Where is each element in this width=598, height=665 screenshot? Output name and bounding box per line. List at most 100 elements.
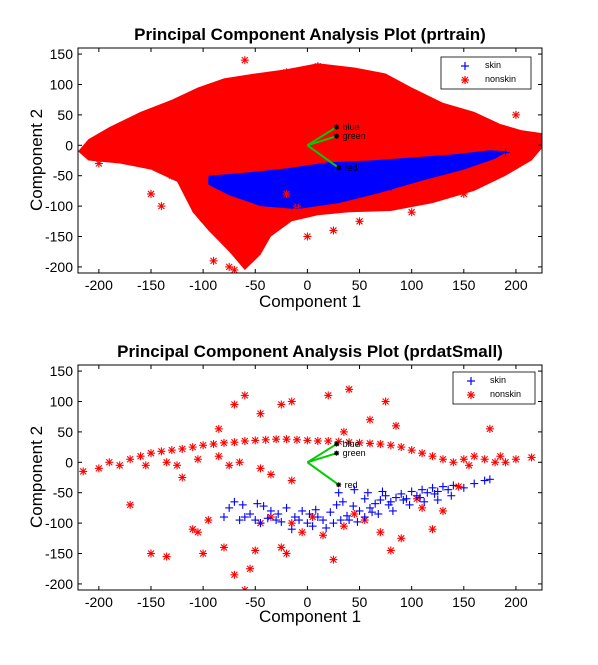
- nonskin-point: [329, 226, 338, 235]
- nonskin-point: [496, 452, 505, 461]
- skin-point: [470, 479, 479, 488]
- y-ticks: 150 100 50 0 -50 -100 -150 -200: [45, 46, 542, 275]
- skin-point: [329, 519, 338, 528]
- annotation-marker: [334, 441, 340, 447]
- skin-point: [355, 506, 364, 515]
- annotation-marker: [334, 450, 340, 456]
- nonskin-point: [204, 516, 213, 525]
- x-tick-label: 150: [452, 277, 476, 293]
- skin-point: [470, 156, 479, 165]
- legend: skin nonskin: [452, 371, 536, 405]
- nonskin-point: [193, 528, 202, 537]
- skin-point: [261, 196, 270, 205]
- nonskin-point: [240, 586, 249, 590]
- skin-point: [428, 483, 437, 492]
- nonskin-point: [115, 461, 124, 470]
- component-vector: [306, 144, 340, 169]
- nonskin-point: [397, 443, 406, 452]
- nonskin-point: [376, 440, 385, 449]
- x-ticks: -200 -150 -100 -50 0 50 100 150 200: [85, 48, 528, 293]
- skin-point: [418, 171, 427, 180]
- nonskin-point: [272, 435, 281, 444]
- skin-point: [251, 179, 260, 187]
- nonskin-point: [438, 455, 447, 464]
- x-tick-label: -50: [245, 594, 265, 610]
- nonskin-point: [392, 421, 401, 430]
- y-tick-label: 0: [65, 137, 73, 153]
- nonskin-point: [219, 438, 228, 447]
- nonskin-point: [355, 438, 364, 447]
- y-axis-label: Component 2: [27, 426, 46, 528]
- nonskin-point: [376, 528, 385, 537]
- skin-point: [246, 509, 255, 518]
- plot-prtrain: Principal Component Analysis Plot (prtra…: [27, 25, 543, 311]
- skin-point: [388, 506, 397, 515]
- skin-point: [355, 186, 364, 195]
- x-tick-label: -50: [245, 277, 265, 293]
- skin-point: [332, 500, 341, 509]
- nonskin-point: [225, 262, 234, 271]
- x-axis-label: Component 1: [259, 292, 361, 311]
- nonskin-point: [491, 123, 500, 132]
- nonskin-point: [214, 452, 223, 461]
- nonskin-point: [230, 570, 239, 579]
- nonskin-point: [94, 159, 103, 168]
- nonskin-point: [418, 503, 427, 512]
- legend-skin-marker: [461, 62, 469, 70]
- x-tick-label: -150: [137, 594, 165, 610]
- skin-point: [371, 499, 380, 508]
- nonskin-point: [199, 104, 208, 113]
- skin-point: [303, 189, 312, 198]
- nonskin-point: [397, 534, 406, 543]
- skin-point: [459, 153, 468, 162]
- plot-title: Principal Component Analysis Plot (prdat…: [117, 342, 503, 361]
- nonskin-point: [230, 438, 239, 447]
- annotation-label: green: [343, 131, 366, 141]
- component-vector: [307, 452, 337, 464]
- nonskin-point: [459, 189, 468, 198]
- nonskin-point: [386, 546, 395, 555]
- nonskin-point: [313, 62, 322, 71]
- nonskin-point: [511, 147, 520, 156]
- plot-frame: [77, 47, 543, 274]
- nonskin-point: [209, 256, 218, 265]
- nonskin-point: [167, 446, 176, 455]
- y-tick-label: -50: [53, 485, 73, 501]
- skin-point: [219, 513, 228, 522]
- skin-point: [272, 186, 281, 195]
- x-tick-label: 100: [400, 277, 424, 293]
- legend: skin nonskin: [440, 56, 532, 90]
- skin-point: [386, 182, 395, 191]
- nonskin-point: [324, 391, 333, 400]
- nonskin-point: [381, 397, 390, 406]
- y-tick-label: 0: [65, 454, 73, 470]
- nonskin-point: [94, 150, 103, 159]
- nonskin-point: [428, 452, 437, 461]
- skin-point: [338, 497, 347, 506]
- skin-point: [433, 159, 442, 168]
- nonskin-point: [501, 458, 510, 467]
- skin-point: [449, 162, 458, 171]
- skin-point: [418, 485, 427, 494]
- nonskin-point: [329, 555, 338, 564]
- skin-point: [303, 519, 312, 528]
- skin-point: [365, 503, 374, 512]
- skin-point: [274, 509, 283, 518]
- legend-box: [440, 56, 532, 90]
- x-tick-label: 50: [352, 594, 368, 610]
- nonskin-point: [287, 519, 296, 528]
- y-tick-label: -150: [45, 229, 73, 245]
- skin-point: [376, 496, 385, 504]
- nonskin-point: [407, 208, 416, 217]
- x-tick-label: 200: [504, 277, 528, 293]
- skin-point: [311, 505, 320, 514]
- nonskin-point: [173, 461, 182, 470]
- x-tick-label: -100: [189, 277, 217, 293]
- nonskin-point: [188, 98, 197, 107]
- nonskin-point: [282, 549, 291, 558]
- nonskin-point: [240, 391, 249, 400]
- nonskin-point: [480, 455, 489, 464]
- nonskin-point: [251, 80, 260, 89]
- nonskin-point: [136, 452, 145, 461]
- legend-skin-marker: [467, 377, 475, 385]
